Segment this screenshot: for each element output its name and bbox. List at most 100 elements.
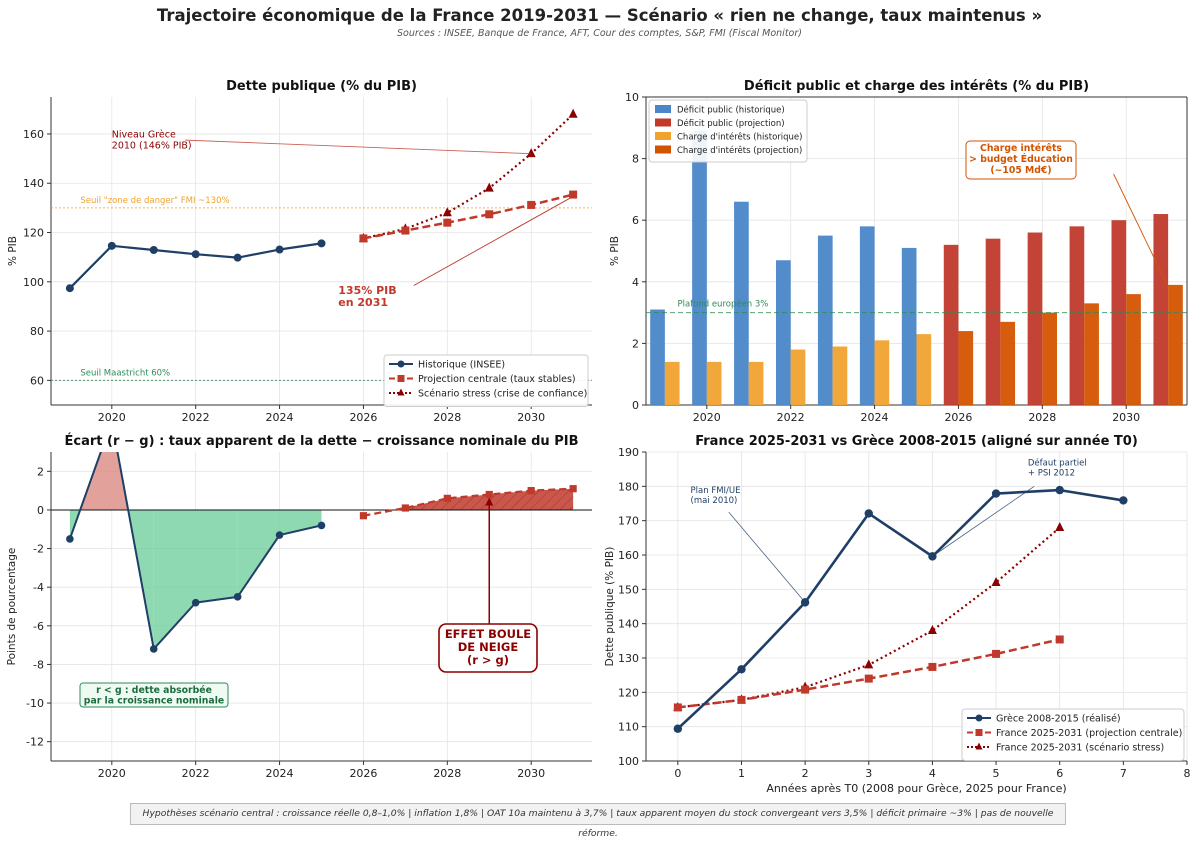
ecart-historique-point: [275, 531, 284, 539]
x-tick-label: 3: [865, 767, 872, 780]
bar-deficit: [859, 226, 875, 405]
y-tick-label: 120: [618, 686, 639, 699]
absorbed-area: [153, 509, 196, 649]
central-series-point: [443, 218, 452, 227]
interest-annotation-box: [965, 140, 1077, 180]
y-tick-label: 8: [632, 153, 639, 166]
legend-marker: [397, 360, 405, 368]
legend-label: Historique (INSEE): [418, 360, 505, 371]
y-tick-label: 80: [30, 325, 44, 338]
snowball-annotation-line: EFFET BOULE: [445, 627, 531, 641]
y-axis-label: % PIB: [609, 236, 621, 266]
legend-marker: [975, 742, 983, 750]
bar-interets: [916, 334, 932, 405]
y-tick-label: 140: [23, 177, 44, 190]
x-tick-label: 2028: [433, 767, 461, 780]
bar-interets: [790, 349, 806, 405]
france-central-series-point: [928, 662, 937, 671]
legend-box: [648, 99, 808, 163]
historique-series-point: [275, 245, 284, 254]
bar-interets: [958, 331, 974, 405]
pib-2031-annotation-line: en 2031: [338, 296, 388, 309]
positive-gap-area: [111, 452, 129, 510]
france-central-series-point: [864, 674, 873, 683]
pib-2031-annotation-line: 135% PIB: [338, 284, 396, 297]
chart-deficit-interets: 0 2 4 6 8 10 2020 2022 2024 2026 2028 2030 Déficit p…: [609, 79, 1188, 424]
central-series-point: [569, 190, 578, 199]
x-tick-label: 2: [802, 767, 809, 780]
x-tick-label: 2024: [266, 411, 294, 424]
chart-ecart-r-g: -12 -10 -8 -6 -4 -2 0 2 2020 2022 2024 2026 2028 2030…: [6, 433, 592, 780]
y-tick-label: 140: [618, 618, 639, 631]
ecart-historique-point: [317, 521, 326, 530]
greece-arrow: [185, 139, 532, 155]
bar-deficit: [901, 247, 917, 405]
grece-series-point: [737, 665, 746, 674]
interest-arrow: [1113, 173, 1169, 288]
bar-interets: [1126, 294, 1141, 405]
absorbed-annotation: r < g : dette absorbée par la croissance …: [84, 685, 224, 707]
legend-label: Charge d'intérêts (projection): [677, 145, 802, 156]
y-tick-label: 190: [618, 446, 639, 459]
legend-label: France 2025-2031 (scénario stress): [996, 743, 1164, 754]
chart-france-vs-grece: 100 110 120 130 140 150 160 170 180 190 0 1 2 3 4 5 6 7 8 F…: [604, 434, 1191, 795]
default-arrow: [932, 486, 1035, 557]
legend-box: [961, 708, 1185, 761]
legend-marker: [397, 388, 405, 396]
y-tick-label: 10: [625, 91, 639, 104]
grece-series-point: [864, 509, 873, 518]
central-series-point: [485, 210, 494, 219]
france-stress-series-point: [927, 625, 937, 635]
y-tick-label: 110: [618, 721, 639, 734]
y-tick-label: 120: [23, 227, 44, 240]
y-tick-label: 4: [632, 276, 639, 289]
ecart-projection-point: [359, 512, 368, 520]
bar-deficit: [1069, 226, 1085, 405]
ecart-projection-point: [443, 494, 451, 502]
x-tick-label: 2030: [1112, 411, 1140, 424]
x-tick-label: 2022: [777, 411, 805, 424]
france-central-series-point: [992, 649, 1001, 658]
y-tick-label: 2: [632, 337, 639, 350]
x-tick-label: 2022: [182, 767, 210, 780]
bar-interets: [664, 361, 680, 405]
x-tick-label: 4: [929, 767, 936, 780]
bar-deficit: [692, 130, 707, 405]
france-central-series-point: [737, 695, 746, 704]
y-tick-label: 160: [23, 128, 44, 141]
stress-series-line: [363, 113, 574, 240]
panel-title: Déficit public et charge des intérêts (%…: [744, 79, 1089, 94]
ecart-projection-line: [363, 487, 574, 517]
y-tick-label: 60: [30, 374, 44, 387]
bar-interets: [1042, 312, 1057, 405]
pib-2031-arrow: [413, 197, 572, 286]
france-stress-series-point: [991, 576, 1001, 586]
central-series-point: [359, 234, 368, 243]
legend-label: Projection centrale (taux stables): [418, 374, 576, 385]
bar-deficit: [1027, 232, 1043, 405]
ecart-lines: [66, 452, 577, 653]
absorbed-area: [195, 509, 238, 603]
snowball-annotation: EFFET BOULE DE NEIGE (r > g): [445, 627, 531, 667]
x-tick-label: 2026: [944, 411, 972, 424]
ecart-historique-point: [149, 645, 158, 653]
stress-series-point: [442, 207, 452, 217]
bar-deficit: [943, 244, 959, 405]
x-tick-label: 6: [1056, 767, 1063, 780]
snowball-annotation-line: DE NEIGE: [458, 640, 519, 654]
legend-swatch: [655, 145, 671, 154]
pib-2031-annotation: 135% PIB en 2031: [338, 284, 396, 309]
central-series-point: [401, 226, 410, 235]
panel-title: France 2025-2031 vs Grèce 2008-2015 (ali…: [695, 434, 1138, 449]
central-series-point: [527, 200, 536, 209]
figure-sources: Sources : INSEE, Banque de France, AFT, …: [397, 28, 802, 39]
fmi-plan-annotation-line: Plan FMI/UE: [691, 486, 741, 496]
y-tick-label: 2: [37, 465, 44, 478]
legend-marker: [397, 375, 405, 382]
x-tick-label: 7: [1120, 767, 1127, 780]
france-central-series-point: [801, 685, 810, 694]
snowball-annotation-line: (r > g): [467, 653, 509, 667]
x-tick-label: 2024: [266, 767, 294, 780]
x-tick-label: 2024: [861, 411, 889, 424]
bar-deficit: [1153, 214, 1169, 405]
